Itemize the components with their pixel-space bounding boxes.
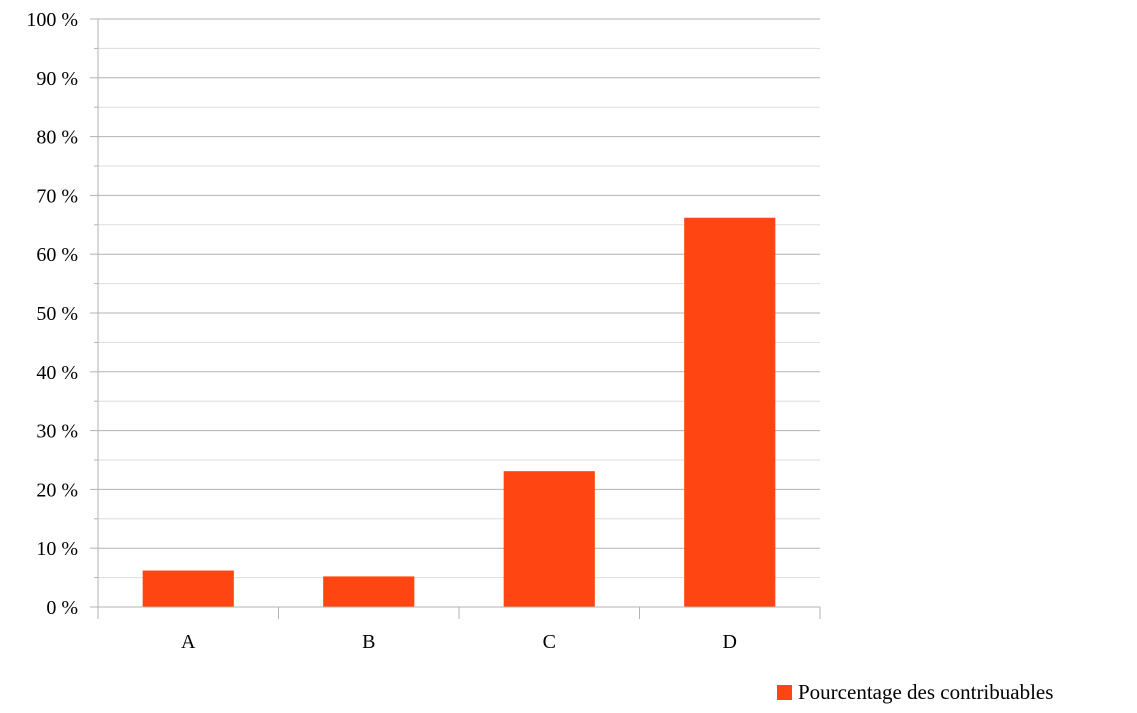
y-axis-tick-label: 90 % xyxy=(36,68,78,90)
y-axis-tick-label: 10 % xyxy=(36,538,78,560)
x-axis-tick-label: A xyxy=(181,631,196,653)
y-axis-tick-label: 50 % xyxy=(36,303,78,325)
y-axis-tick-label: 80 % xyxy=(36,127,78,149)
legend-swatch xyxy=(777,684,792,700)
x-axis-tick-label: B xyxy=(362,631,375,653)
y-axis-tick-labels: 0 % 10 % 20 % 30 % 40 % 50 % 60 % 70 % 80 % 90 % 1… xyxy=(26,9,78,619)
legend: Pourcentage des contribuables xyxy=(777,679,1053,705)
bar-b xyxy=(323,576,415,607)
bar-a xyxy=(142,570,234,607)
y-axis-tick-label: 70 % xyxy=(36,185,78,207)
y-axis-tick-label: 20 % xyxy=(36,479,78,501)
x-axis-tick-labels: A B C D xyxy=(181,631,737,653)
x-axis-tick-label: D xyxy=(723,631,737,653)
x-axis-tick-label: C xyxy=(543,631,556,653)
y-axis-tick-label: 40 % xyxy=(36,362,78,384)
y-axis-tick-label: 30 % xyxy=(36,421,78,443)
bar-d xyxy=(684,217,776,607)
legend-label: Pourcentage des contribuables xyxy=(798,679,1054,704)
y-axis-tick-label: 0 % xyxy=(46,597,78,619)
y-axis-tick-label: 60 % xyxy=(36,244,78,266)
bars xyxy=(142,217,776,607)
axes xyxy=(90,18,821,619)
bar-c xyxy=(503,471,595,607)
y-axis-tick-label: 100 % xyxy=(26,9,78,31)
